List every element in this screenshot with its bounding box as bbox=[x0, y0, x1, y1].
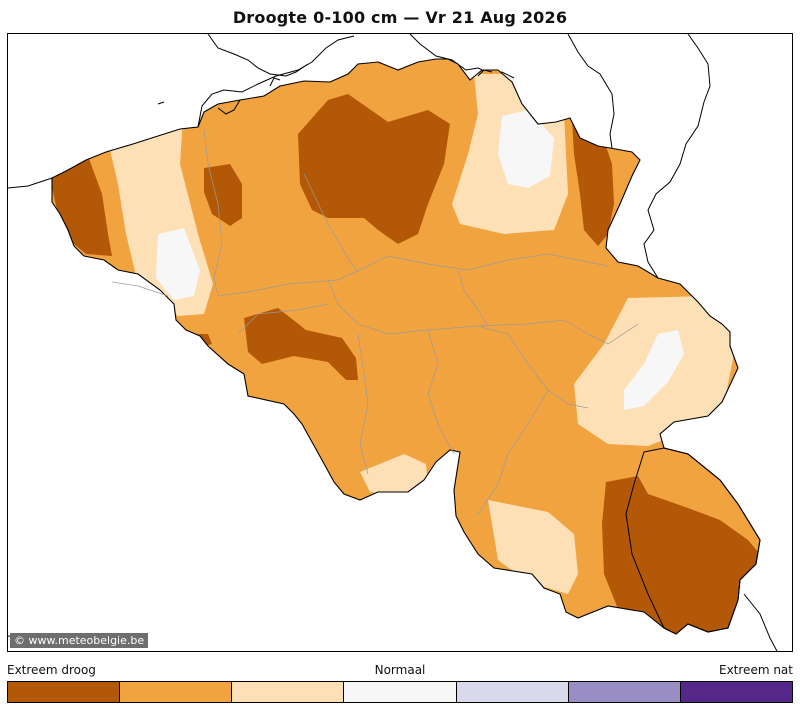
luxembourg-border bbox=[625, 447, 761, 635]
legend-swatch bbox=[120, 682, 233, 702]
legend-labels: Extreem droog Normaal Extreem nat bbox=[0, 663, 800, 679]
belgium-drought-svg bbox=[8, 34, 778, 651]
legend-swatch bbox=[568, 682, 681, 702]
map-title: Droogte 0-100 cm — Vr 21 Aug 2026 bbox=[232, 8, 568, 27]
legend-swatch bbox=[232, 682, 345, 702]
province-borders bbox=[111, 129, 639, 515]
legend-swatch bbox=[680, 682, 792, 702]
neighbour-borders bbox=[8, 34, 778, 651]
legend-label-normal: Normaal bbox=[374, 663, 426, 677]
legend-swatch bbox=[8, 682, 121, 702]
drought-fill bbox=[52, 59, 760, 634]
drought-map bbox=[7, 33, 793, 652]
legend-colorbar bbox=[7, 681, 793, 703]
legend-label-wet: Extreem nat bbox=[719, 663, 793, 677]
legend-swatch bbox=[344, 682, 457, 702]
credit-label: © www.meteobelgie.be bbox=[10, 633, 149, 648]
coast-details bbox=[157, 69, 493, 115]
legend-label-dry: Extreem droog bbox=[7, 663, 96, 677]
legend-swatch bbox=[456, 682, 569, 702]
